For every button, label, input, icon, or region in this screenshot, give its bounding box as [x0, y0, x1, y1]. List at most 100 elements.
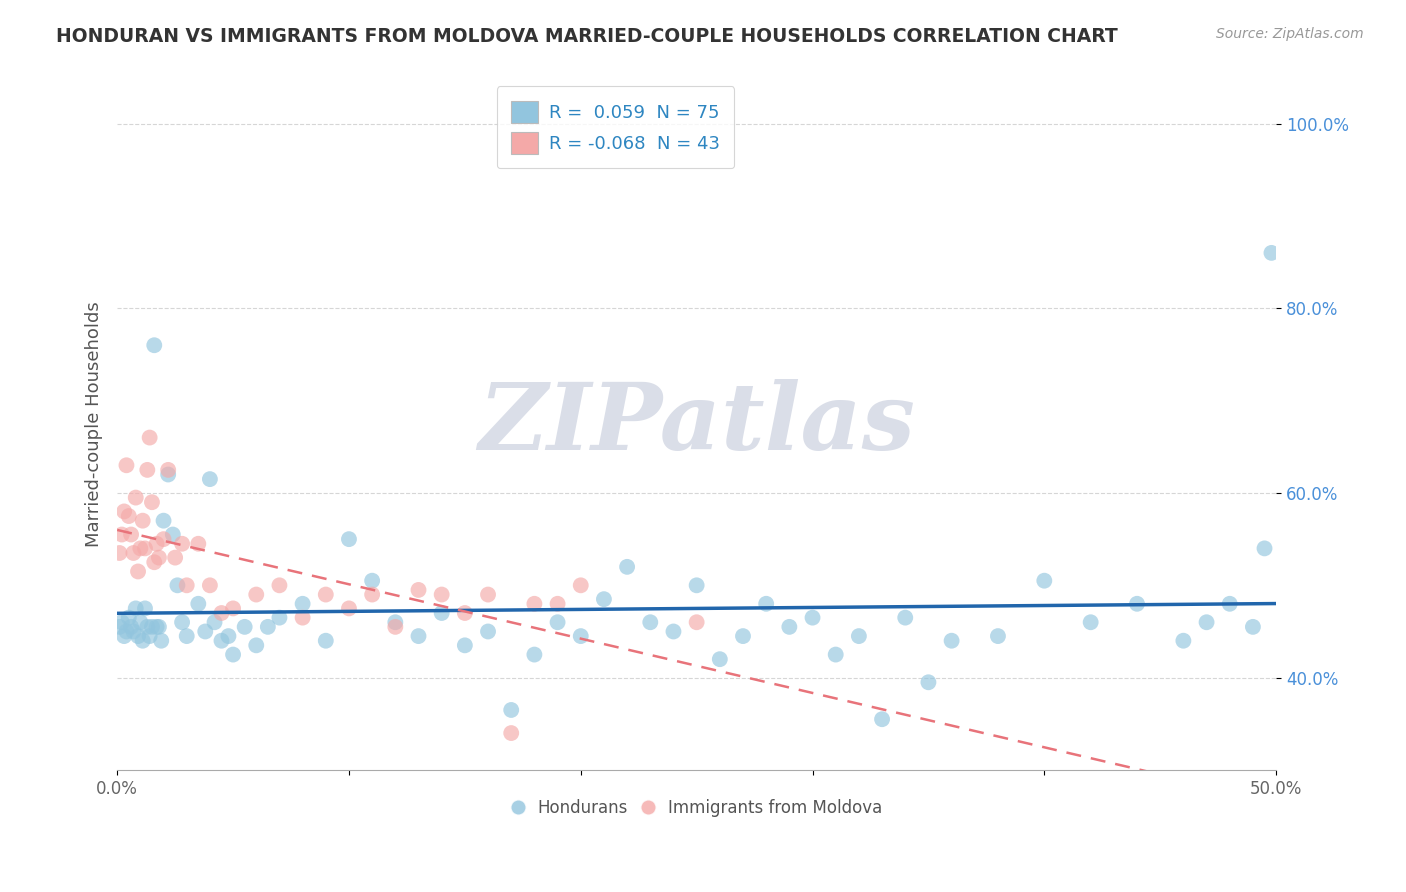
- Point: [145, 620, 167, 634]
- Point: [143, 338, 166, 352]
- Point: [1126, 597, 1149, 611]
- Point: [384, 620, 406, 634]
- Point: [848, 629, 870, 643]
- Point: [217, 629, 239, 643]
- Point: [176, 578, 198, 592]
- Point: [361, 588, 384, 602]
- Point: [547, 615, 569, 630]
- Point: [108, 620, 131, 634]
- Point: [662, 624, 685, 639]
- Point: [129, 615, 152, 630]
- Point: [136, 620, 159, 634]
- Point: [187, 537, 209, 551]
- Point: [1173, 633, 1195, 648]
- Point: [165, 550, 187, 565]
- Point: [384, 615, 406, 630]
- Point: [315, 588, 337, 602]
- Point: [111, 615, 134, 630]
- Point: [523, 597, 546, 611]
- Point: [245, 588, 267, 602]
- Point: [569, 629, 592, 643]
- Point: [198, 472, 221, 486]
- Point: [131, 514, 153, 528]
- Point: [454, 606, 477, 620]
- Point: [166, 578, 188, 592]
- Point: [157, 463, 180, 477]
- Point: [115, 458, 138, 473]
- Point: [122, 624, 145, 639]
- Point: [709, 652, 731, 666]
- Point: [477, 624, 499, 639]
- Point: [1241, 620, 1264, 634]
- Point: [150, 633, 173, 648]
- Y-axis label: Married-couple Households: Married-couple Households: [86, 301, 103, 547]
- Point: [148, 620, 170, 634]
- Point: [941, 633, 963, 648]
- Point: [477, 588, 499, 602]
- Point: [361, 574, 384, 588]
- Point: [134, 601, 156, 615]
- Point: [211, 633, 233, 648]
- Point: [138, 629, 160, 643]
- Point: [127, 629, 149, 643]
- Point: [801, 610, 824, 624]
- Point: [755, 597, 778, 611]
- Point: [269, 578, 291, 592]
- Point: [569, 578, 592, 592]
- Point: [187, 597, 209, 611]
- Point: [430, 606, 453, 620]
- Point: [112, 504, 135, 518]
- Point: [547, 597, 569, 611]
- Point: [118, 610, 141, 624]
- Point: [337, 532, 360, 546]
- Point: [593, 592, 616, 607]
- Point: [269, 610, 291, 624]
- Point: [233, 620, 256, 634]
- Point: [125, 601, 148, 615]
- Point: [172, 537, 194, 551]
- Point: [118, 509, 141, 524]
- Point: [1080, 615, 1102, 630]
- Point: [138, 431, 160, 445]
- Point: [125, 491, 148, 505]
- Point: [870, 712, 893, 726]
- Point: [152, 514, 174, 528]
- Point: [1260, 246, 1282, 260]
- Point: [143, 555, 166, 569]
- Point: [824, 648, 846, 662]
- Point: [134, 541, 156, 556]
- Point: [198, 578, 221, 592]
- Point: [120, 527, 142, 541]
- Point: [194, 624, 217, 639]
- Text: HONDURAN VS IMMIGRANTS FROM MOLDOVA MARRIED-COUPLE HOUSEHOLDS CORRELATION CHART: HONDURAN VS IMMIGRANTS FROM MOLDOVA MARR…: [56, 27, 1118, 45]
- Point: [204, 615, 226, 630]
- Point: [987, 629, 1010, 643]
- Point: [245, 638, 267, 652]
- Point: [129, 541, 152, 556]
- Point: [222, 648, 245, 662]
- Point: [120, 620, 142, 634]
- Point: [176, 629, 198, 643]
- Point: [222, 601, 245, 615]
- Point: [501, 703, 523, 717]
- Text: ZIPatlas: ZIPatlas: [478, 379, 915, 468]
- Point: [141, 495, 163, 509]
- Point: [162, 527, 184, 541]
- Point: [115, 624, 138, 639]
- Point: [501, 726, 523, 740]
- Point: [172, 615, 194, 630]
- Point: [616, 559, 638, 574]
- Point: [1033, 574, 1056, 588]
- Point: [731, 629, 754, 643]
- Point: [122, 546, 145, 560]
- Text: Source: ZipAtlas.com: Source: ZipAtlas.com: [1216, 27, 1364, 41]
- Point: [141, 620, 163, 634]
- Point: [894, 610, 917, 624]
- Point: [1219, 597, 1241, 611]
- Point: [640, 615, 662, 630]
- Point: [315, 633, 337, 648]
- Point: [157, 467, 180, 482]
- Point: [1195, 615, 1218, 630]
- Point: [430, 588, 453, 602]
- Point: [408, 629, 430, 643]
